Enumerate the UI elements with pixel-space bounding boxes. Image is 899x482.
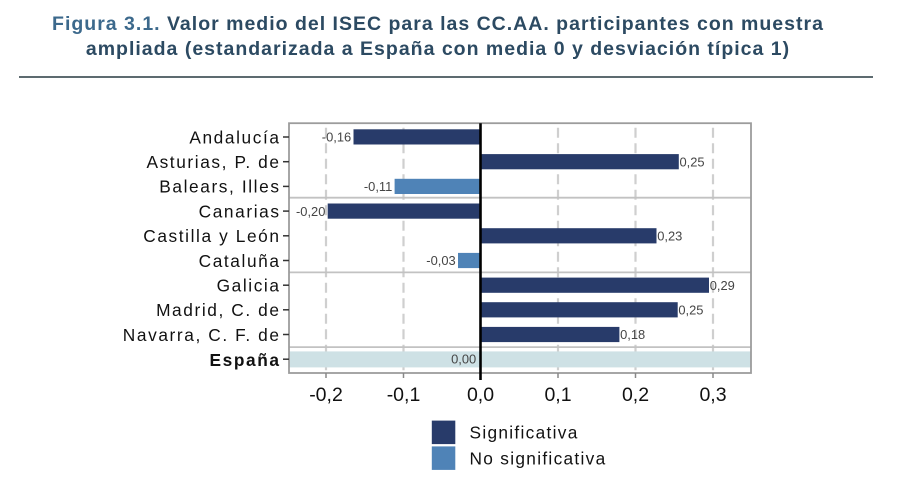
- svg-text:0,00: 0,00: [451, 352, 476, 367]
- svg-text:Cataluña: Cataluña: [199, 251, 281, 271]
- svg-text:Castilla y León: Castilla y León: [143, 226, 280, 246]
- svg-text:0,25: 0,25: [680, 154, 705, 169]
- svg-text:0,25: 0,25: [678, 303, 703, 318]
- svg-text:Navarra, C. F. de: Navarra, C. F. de: [123, 325, 281, 345]
- svg-text:0,29: 0,29: [710, 278, 735, 293]
- svg-text:-0,16: -0,16: [322, 130, 351, 145]
- svg-text:-0,03: -0,03: [426, 253, 455, 268]
- svg-text:Asturias, P. de: Asturias, P. de: [146, 152, 280, 172]
- svg-text:0,2: 0,2: [622, 384, 649, 406]
- svg-text:0,3: 0,3: [699, 384, 726, 406]
- svg-text:Balears, Illes: Balears, Illes: [159, 177, 280, 197]
- svg-text:0,0: 0,0: [467, 384, 494, 406]
- svg-text:Galicia: Galicia: [217, 276, 281, 296]
- svg-text:0,23: 0,23: [657, 229, 682, 244]
- svg-text:-0,20: -0,20: [296, 204, 325, 219]
- svg-text:Canarias: Canarias: [199, 201, 281, 221]
- svg-text:España: España: [210, 350, 281, 370]
- svg-text:Madrid, C. de: Madrid, C. de: [156, 300, 281, 320]
- svg-text:-0,11: -0,11: [364, 179, 392, 194]
- svg-text:No significativa: No significativa: [470, 449, 607, 469]
- svg-text:Significativa: Significativa: [470, 423, 579, 443]
- svg-text:0,18: 0,18: [620, 327, 645, 342]
- svg-text:-0,2: -0,2: [309, 384, 343, 406]
- svg-text:-0,1: -0,1: [387, 384, 421, 406]
- svg-text:Andalucía: Andalucía: [189, 127, 280, 147]
- svg-text:0,1: 0,1: [544, 384, 571, 406]
